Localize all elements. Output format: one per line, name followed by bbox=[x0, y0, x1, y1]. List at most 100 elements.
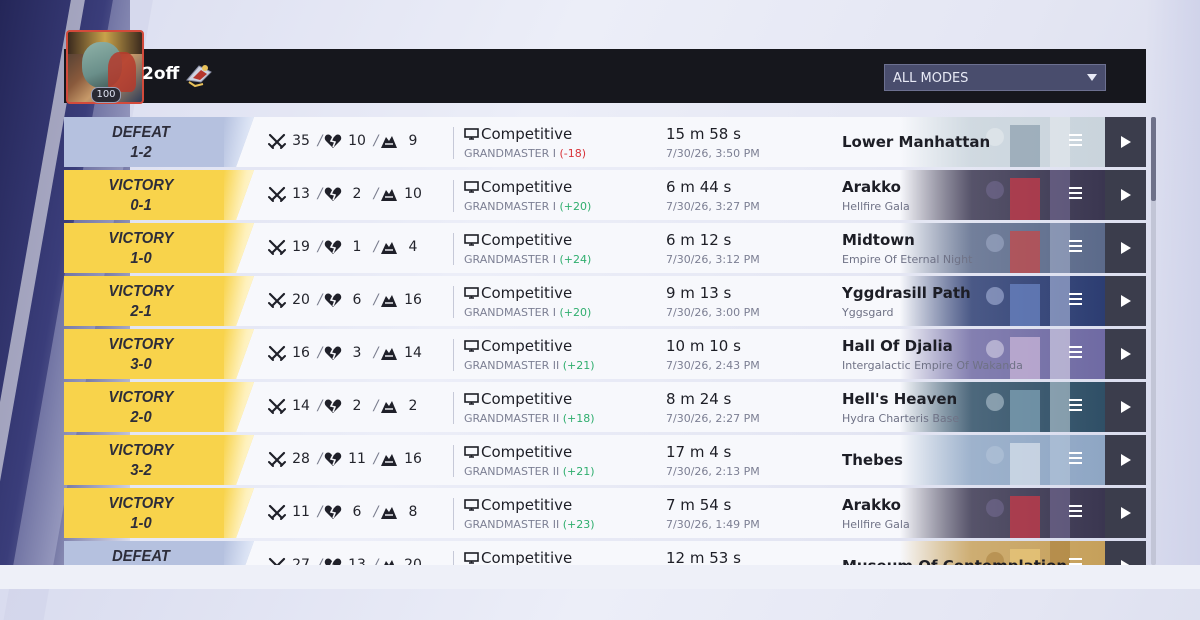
result-label: DEFEAT bbox=[112, 548, 170, 565]
kda-stats: 19 / 1 / 4 bbox=[268, 239, 428, 259]
rank-info: GRANDMASTER I (-18) bbox=[464, 147, 586, 160]
map-thumbnail bbox=[900, 223, 1105, 273]
separator: / bbox=[317, 451, 323, 467]
mode-filter-dropdown[interactable]: ALL MODES bbox=[884, 64, 1106, 91]
result-text: VICTORY 1-0 bbox=[70, 229, 212, 269]
match-row[interactable]: VICTORY 2-0 14 / 2 / 2 Competitive GRANDMASTER I… bbox=[64, 382, 1105, 432]
assists-count: 8 bbox=[408, 504, 418, 520]
play-icon[interactable] bbox=[1105, 435, 1146, 485]
broken-heart-icon bbox=[324, 239, 342, 255]
menu-lines-icon[interactable] bbox=[1067, 343, 1085, 363]
match-duration: 9 m 13 s bbox=[666, 284, 732, 302]
game-mode-label: Competitive bbox=[481, 125, 573, 143]
play-icon[interactable] bbox=[1105, 329, 1146, 379]
crossed-swords-icon bbox=[268, 451, 286, 467]
match-row[interactable]: VICTORY 1-0 19 / 1 / 4 Competitive GRANDMASTER I… bbox=[64, 223, 1105, 273]
map-thumbnail bbox=[900, 488, 1105, 538]
kills-count: 20 bbox=[292, 292, 310, 308]
rank-tier: GRANDMASTER I bbox=[464, 147, 556, 160]
map-zone: Yggsgard bbox=[842, 306, 894, 319]
play-icon[interactable] bbox=[1105, 170, 1146, 220]
game-mode: Competitive bbox=[464, 284, 572, 302]
play-icon[interactable] bbox=[1105, 382, 1146, 432]
menu-lines-icon[interactable] bbox=[1067, 237, 1085, 257]
result-banner: VICTORY 3-2 bbox=[64, 435, 254, 485]
player-level-badge: 100 bbox=[91, 87, 121, 103]
match-duration: 6 m 44 s bbox=[666, 178, 732, 196]
game-mode: Competitive bbox=[464, 337, 572, 355]
match-history-panel: DEFEAT 1-2 35 / 10 / 9 Competitive GRANDMASTER I… bbox=[64, 49, 1146, 565]
match-duration: 10 m 10 s bbox=[666, 337, 741, 355]
play-icon[interactable] bbox=[1105, 117, 1146, 167]
game-mode-label: Competitive bbox=[481, 549, 573, 565]
menu-lines-icon[interactable] bbox=[1067, 449, 1085, 469]
scrollbar-track[interactable] bbox=[1151, 117, 1156, 565]
game-mode: Competitive bbox=[464, 178, 572, 196]
crossed-swords-icon bbox=[268, 504, 286, 520]
rank-info: GRANDMASTER II (+21) bbox=[464, 465, 595, 478]
play-icon[interactable] bbox=[1105, 541, 1146, 565]
result-banner: VICTORY 1-0 bbox=[64, 223, 254, 273]
match-date: 7/30/26, 3:50 PM bbox=[666, 147, 760, 160]
separator: / bbox=[373, 451, 379, 467]
result-banner: DEFEAT bbox=[64, 541, 254, 565]
match-row[interactable]: VICTORY 0-1 13 / 2 / 10 Competitive GRANDMASTER … bbox=[64, 170, 1105, 220]
kills-count: 13 bbox=[292, 186, 310, 202]
play-icon[interactable] bbox=[1105, 223, 1146, 273]
menu-lines-icon[interactable] bbox=[1067, 184, 1085, 204]
menu-lines-icon[interactable] bbox=[1067, 502, 1085, 522]
match-row[interactable]: VICTORY 3-2 28 / 11 / 16 Competitive GRANDMASTER… bbox=[64, 435, 1105, 485]
match-row[interactable]: DEFEAT 27 / 13 / 20 Competitive 12 m 53 s Museu… bbox=[64, 541, 1105, 565]
map-thumbnail bbox=[900, 435, 1105, 485]
match-row[interactable]: DEFEAT 1-2 35 / 10 / 9 Competitive GRANDMASTER I… bbox=[64, 117, 1105, 167]
broken-heart-icon bbox=[324, 504, 342, 520]
kda-stats: 14 / 2 / 2 bbox=[268, 398, 428, 418]
rank-score-change: (+23) bbox=[562, 518, 595, 531]
assist-hands-icon bbox=[380, 292, 398, 308]
match-duration: 8 m 24 s bbox=[666, 390, 732, 408]
monitor-icon bbox=[464, 232, 479, 246]
map-name: Museum Of Contemplation bbox=[842, 557, 1067, 565]
match-date: 7/30/26, 2:27 PM bbox=[666, 412, 760, 425]
match-duration: 7 m 54 s bbox=[666, 496, 732, 514]
separator: / bbox=[317, 133, 323, 149]
round-score: 1-0 bbox=[130, 250, 152, 267]
result-banner: VICTORY 2-0 bbox=[64, 382, 254, 432]
assist-hands-icon bbox=[380, 504, 398, 520]
rank-info: GRANDMASTER I (+20) bbox=[464, 200, 591, 213]
game-mode: Competitive bbox=[464, 549, 572, 565]
game-mode: Competitive bbox=[464, 125, 572, 143]
menu-lines-icon[interactable] bbox=[1067, 555, 1085, 565]
result-text: VICTORY 3-2 bbox=[70, 441, 212, 481]
crossed-swords-icon bbox=[268, 239, 286, 255]
result-banner-highlight bbox=[224, 488, 254, 538]
kills-count: 11 bbox=[292, 504, 310, 520]
game-mode-label: Competitive bbox=[481, 390, 573, 408]
result-banner: VICTORY 1-0 bbox=[64, 488, 254, 538]
separator: / bbox=[317, 345, 323, 361]
separator: / bbox=[373, 186, 379, 202]
separator: / bbox=[373, 345, 379, 361]
scrollbar-thumb[interactable] bbox=[1151, 117, 1156, 201]
match-row[interactable]: VICTORY 3-0 16 / 3 / 14 Competitive GRANDMASTER … bbox=[64, 329, 1105, 379]
match-row[interactable]: VICTORY 1-0 11 / 6 / 8 Competitive GRANDMASTER I… bbox=[64, 488, 1105, 538]
monitor-icon bbox=[464, 179, 479, 193]
kda-stats: 13 / 2 / 10 bbox=[268, 186, 428, 206]
map-thumbnail bbox=[900, 170, 1105, 220]
result-text: VICTORY 0-1 bbox=[70, 176, 212, 216]
menu-lines-icon[interactable] bbox=[1067, 131, 1085, 151]
menu-lines-icon[interactable] bbox=[1067, 290, 1085, 310]
match-date: 7/30/26, 1:49 PM bbox=[666, 518, 760, 531]
rank-score-change: (+21) bbox=[562, 359, 595, 372]
map-zone: Intergalactic Empire Of Wakanda bbox=[842, 359, 1023, 372]
game-mode-label: Competitive bbox=[481, 178, 573, 196]
menu-lines-icon[interactable] bbox=[1067, 396, 1085, 416]
deaths-count: 13 bbox=[348, 557, 366, 565]
play-icon[interactable] bbox=[1105, 488, 1146, 538]
result-label: VICTORY bbox=[108, 177, 174, 194]
crossed-swords-icon bbox=[268, 186, 286, 202]
monitor-icon bbox=[464, 550, 479, 564]
separator: / bbox=[373, 292, 379, 308]
match-row[interactable]: VICTORY 2-1 20 / 6 / 16 Competitive GRANDMASTER … bbox=[64, 276, 1105, 326]
play-icon[interactable] bbox=[1105, 276, 1146, 326]
